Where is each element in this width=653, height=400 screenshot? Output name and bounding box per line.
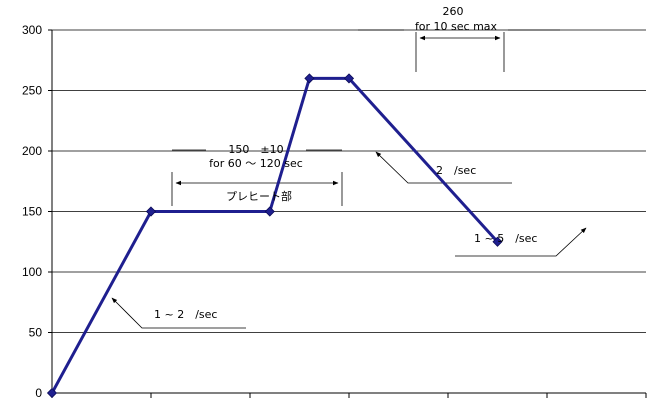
y-tick-label: 100 (22, 265, 42, 279)
peak-temp-label: 260 (443, 5, 464, 18)
ramp-up-rate-label: 1 ~ 2 /sec (154, 308, 217, 321)
peak-time-label: for 10 sec max (415, 20, 498, 33)
series (46, 73, 503, 399)
y-tick-labels: 0 50 100 150 200 250 300 (22, 23, 42, 400)
ramp-down-leader (455, 227, 587, 257)
data-point (145, 206, 157, 217)
data-point (492, 236, 503, 247)
y-tick-label: 300 (22, 23, 42, 37)
y-tick-label: 200 (22, 144, 42, 158)
ramp-mid-rate-label: 2 /sec (436, 164, 476, 177)
data-point (343, 73, 355, 84)
y-tick-label: 0 (35, 386, 42, 400)
preheat-region-label: プレヒート部 (226, 189, 292, 203)
preheat-temp-label: 150 ±10 (228, 143, 283, 156)
data-point (304, 73, 315, 84)
y-tick-label: 50 (29, 326, 43, 340)
y-tick-label: 250 (22, 84, 42, 98)
annotation-lines (111, 29, 587, 329)
series-line (50, 76, 499, 394)
ramp-down-rate-label: 1 ~ 5 /sec (474, 232, 537, 245)
ramp-up-leader (111, 297, 246, 329)
axes (48, 29, 647, 398)
data-point (264, 206, 275, 217)
preheat-time-label: for 60 ～ 120 sec (209, 157, 303, 170)
ramp-mid-leader (375, 151, 512, 184)
y-tick-label: 150 (22, 205, 42, 219)
data-point (46, 387, 58, 399)
